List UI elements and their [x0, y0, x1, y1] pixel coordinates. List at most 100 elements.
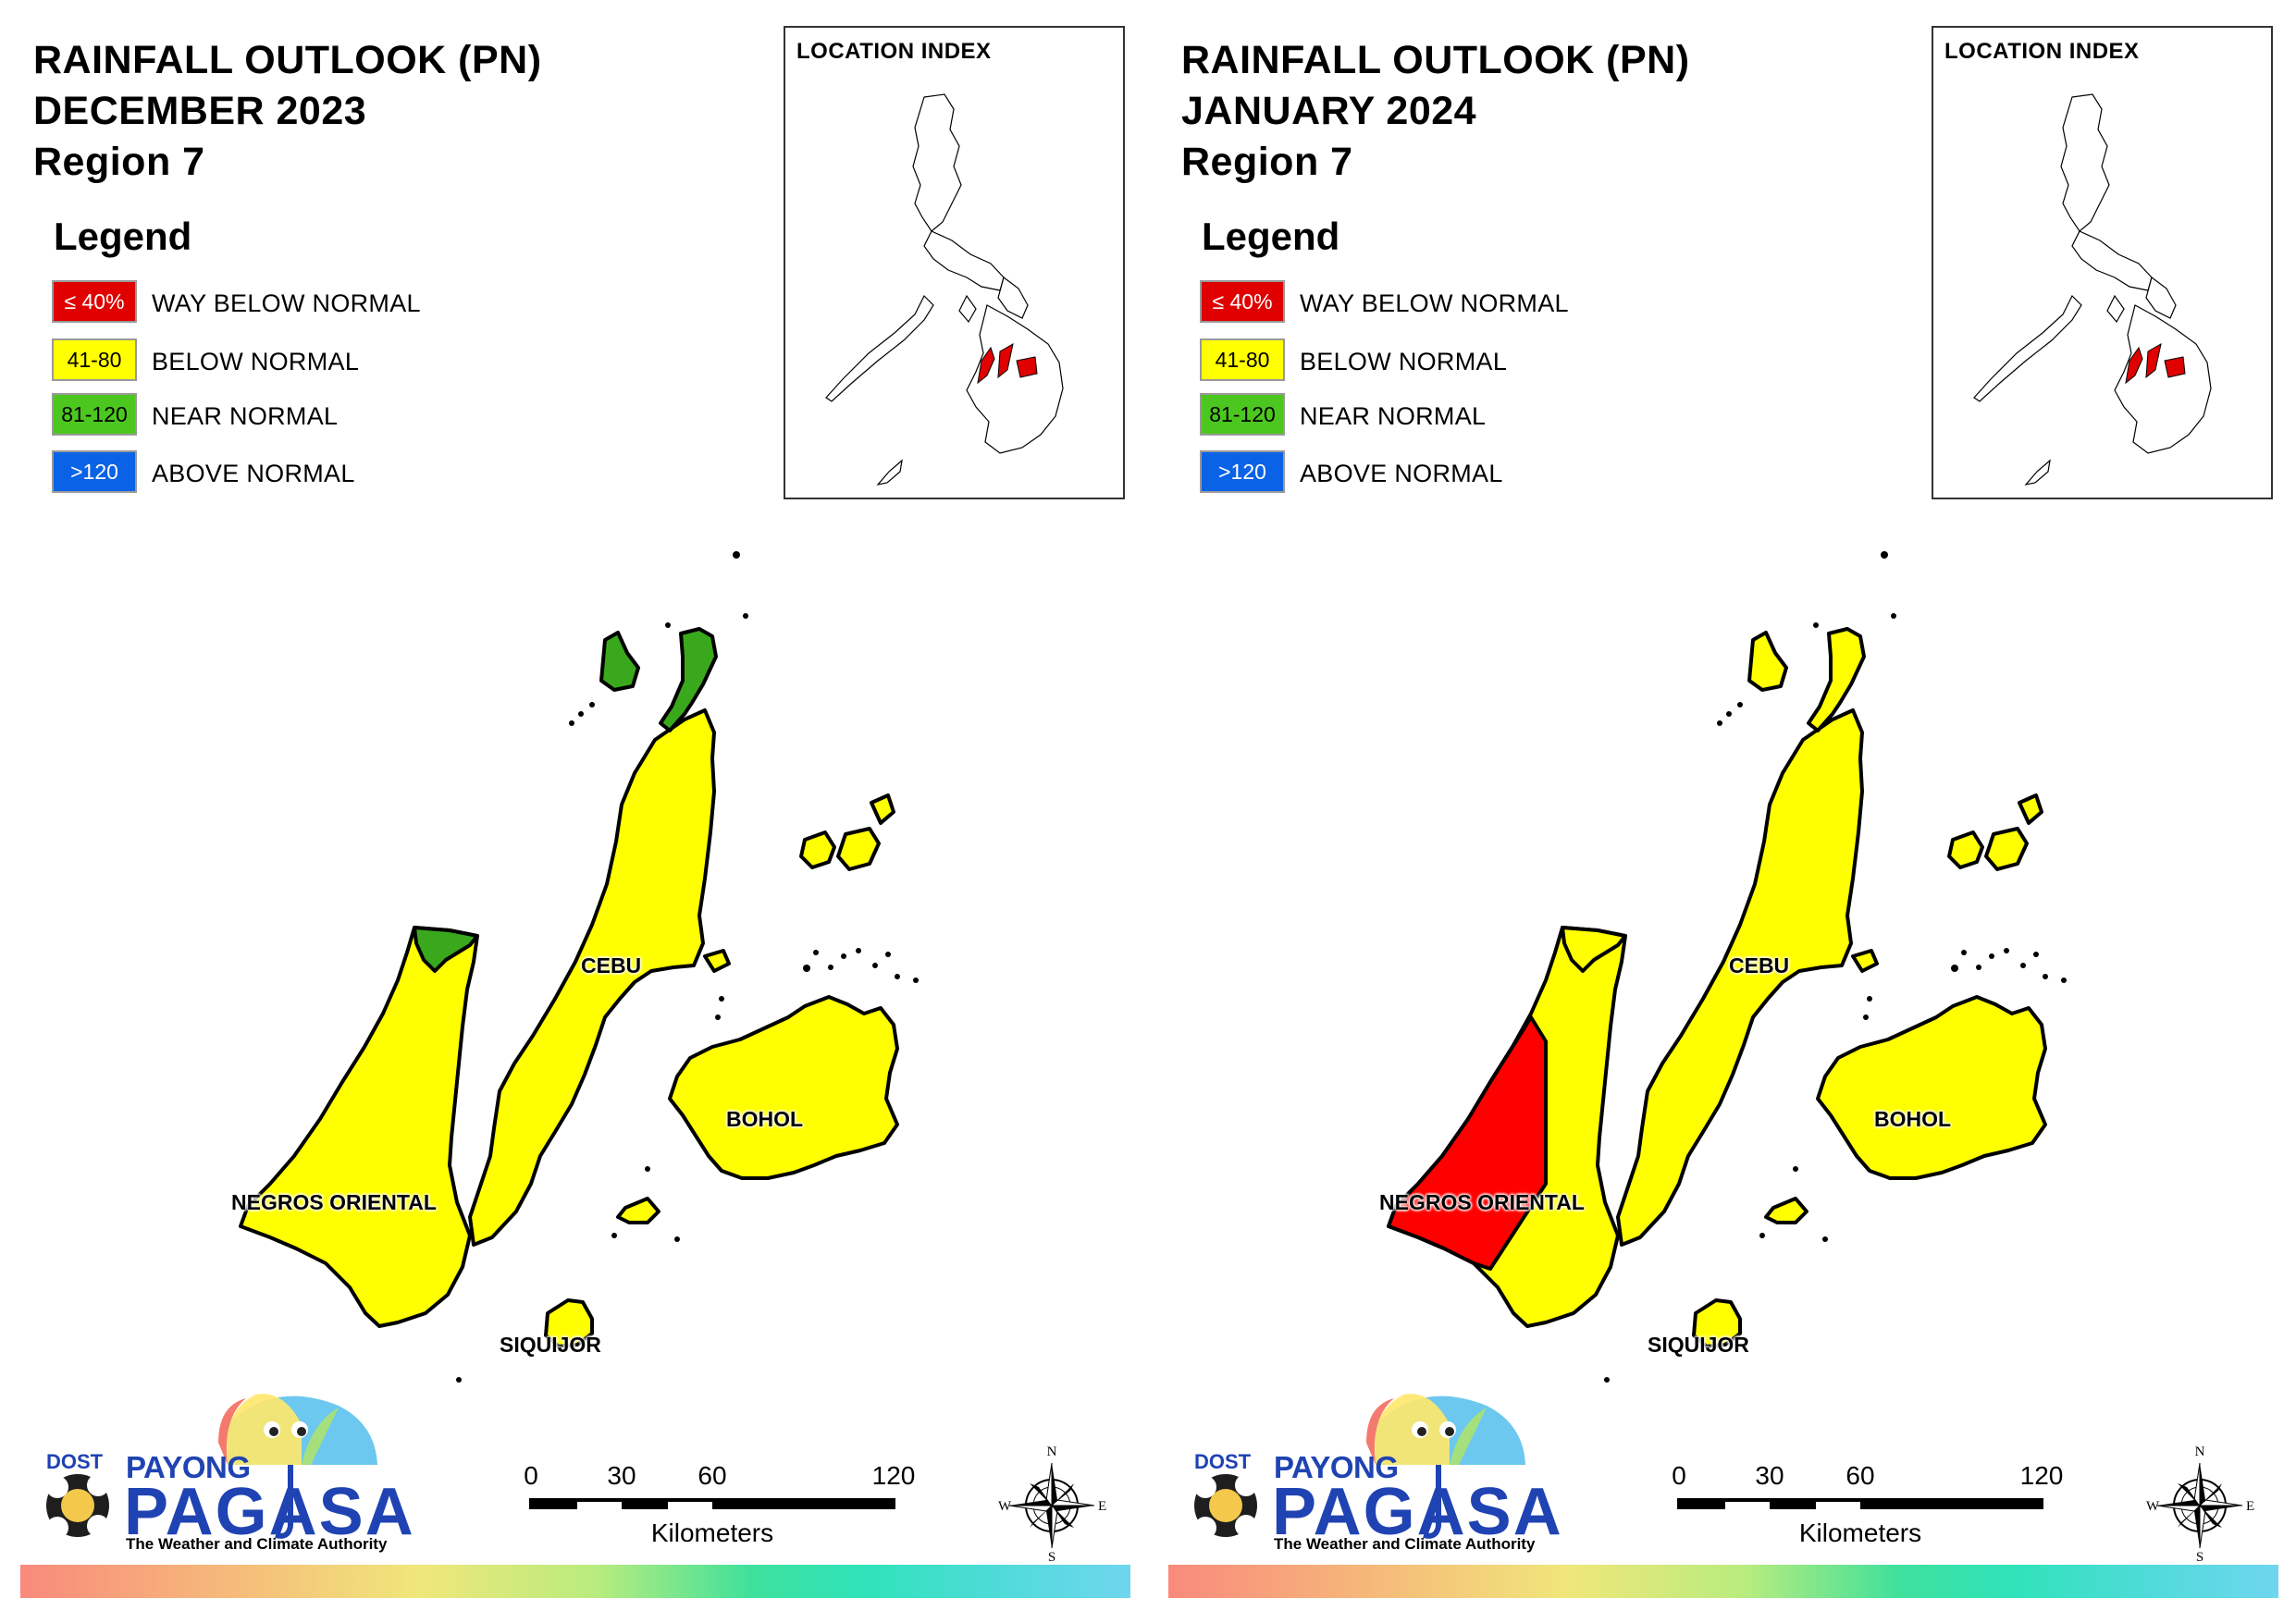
- negros-oriental-north-tip: [1561, 926, 1627, 973]
- dost-text: DOST: [46, 1450, 104, 1473]
- legend-label: NEAR NORMAL: [1300, 402, 1487, 430]
- cebu-north-tip: [1807, 627, 1866, 732]
- pagasa-logo: DOST PAYONG PAGASA The Weather and Clima…: [1181, 1387, 1562, 1572]
- map-title: RAINFALL OUTLOOK (PN) DECEMBER 2023 Regi…: [33, 35, 542, 188]
- title-month: DECEMBER 2023: [33, 89, 367, 133]
- bohol-north-islet: [1851, 949, 1879, 973]
- outlook-panel-december: RAINFALL OUTLOOK (PN) DECEMBER 2023 Regi…: [0, 0, 1147, 1623]
- cebu-region: [468, 708, 716, 1247]
- region-7-map: [1387, 551, 2067, 1383]
- bohol-west-islet: [1764, 1197, 1808, 1224]
- siquijor-region: [1692, 1298, 1742, 1348]
- location-index-map: LOCATION INDEX: [1932, 26, 2273, 499]
- legend-swatch: >120: [52, 450, 137, 493]
- label-bohol: BOHOL: [726, 1107, 804, 1131]
- bohol-region: [668, 995, 899, 1180]
- bohol-north-islet: [703, 949, 731, 973]
- legend-swatch: 81-120: [1200, 393, 1285, 436]
- siquijor-region: [544, 1298, 594, 1348]
- legend-swatch: ≤ 40%: [52, 280, 137, 323]
- payong-text: PAYONG: [1274, 1450, 1399, 1484]
- scale-tick: 120: [2019, 1461, 2064, 1490]
- label-cebu: CEBU: [1729, 953, 1790, 977]
- negros-oriental-southwest: [1387, 1015, 1548, 1271]
- outlook-panel-january: RAINFALL OUTLOOK (PN) JANUARY 2024 Regio…: [1148, 0, 2295, 1623]
- dost-text: DOST: [1194, 1450, 1252, 1473]
- title-region: Region 7: [1181, 140, 1353, 184]
- philippines-outline: [825, 93, 1064, 486]
- umbrella-icon: [46, 1394, 377, 1539]
- compass-rose-icon: N S W E: [2142, 1443, 2258, 1565]
- legend-title: Legend: [1202, 215, 1340, 258]
- scale-segment: [577, 1502, 622, 1509]
- label-negros-oriental: NEGROS ORIENTAL: [231, 1190, 437, 1214]
- bantayan-island: [1747, 631, 1788, 692]
- footer-gradient-bar: [20, 1565, 1130, 1598]
- scale-segment: [668, 1502, 712, 1509]
- bantayan-island: [599, 631, 640, 692]
- pagasa-text: PAGASA: [1272, 1475, 1563, 1549]
- legend-label: WAY BELOW NORMAL: [1300, 289, 1569, 317]
- legend-label: ABOVE NORMAL: [152, 460, 355, 487]
- legend-swatch: 41-80: [52, 338, 137, 381]
- philippines-outline: [1973, 93, 2212, 486]
- title-line-1: RAINFALL OUTLOOK (PN): [1181, 38, 1690, 82]
- scale-unit: Kilometers: [650, 1518, 774, 1547]
- label-siquijor: SIQUIJOR: [1648, 1333, 1749, 1357]
- location-index-title: LOCATION INDEX: [1944, 39, 2140, 64]
- label-bohol: BOHOL: [1874, 1107, 1952, 1131]
- label-siquijor: SIQUIJOR: [500, 1333, 601, 1357]
- compass-w: W: [998, 1499, 1012, 1514]
- region-7-map: [239, 551, 919, 1383]
- scale-bar: 0 30 60 120 Kilometers: [1672, 1461, 2066, 1547]
- negros-oriental-north-tip: [413, 926, 479, 973]
- scale-bar-graphic: [529, 1498, 895, 1509]
- scale-bar: 0 30 60 120 Kilometers: [524, 1461, 918, 1547]
- scale-unit: Kilometers: [1798, 1518, 1922, 1547]
- camotes-islands: [1947, 793, 2043, 871]
- title-line-1: RAINFALL OUTLOOK (PN): [33, 38, 542, 82]
- compass-w: W: [2146, 1499, 2160, 1514]
- compass-rose-icon: N S W E: [994, 1443, 1110, 1565]
- pagasa-text: PAGASA: [124, 1475, 415, 1549]
- title-month: JANUARY 2024: [1181, 89, 1477, 133]
- compass-n: N: [1047, 1445, 1057, 1459]
- location-index-title: LOCATION INDEX: [796, 39, 992, 64]
- scale-tick: 0: [524, 1461, 538, 1490]
- camotes-islands: [799, 793, 895, 871]
- legend-swatch: >120: [1200, 450, 1285, 493]
- cebu-north-tip: [659, 627, 718, 732]
- legend-label: BELOW NORMAL: [152, 348, 360, 375]
- bohol-west-islet: [616, 1197, 660, 1224]
- legend-swatch: 81-120: [52, 393, 137, 436]
- legend-label: ABOVE NORMAL: [1300, 460, 1503, 487]
- label-negros-oriental: NEGROS ORIENTAL: [1379, 1190, 1585, 1214]
- scale-tick: 30: [607, 1461, 636, 1490]
- map-title: RAINFALL OUTLOOK (PN) JANUARY 2024 Regio…: [1181, 35, 1690, 188]
- legend-swatch: 41-80: [1200, 338, 1285, 381]
- scale-tick: 0: [1672, 1461, 1686, 1490]
- cebu-region: [1616, 708, 1864, 1247]
- label-cebu: CEBU: [581, 953, 642, 977]
- legend-label: BELOW NORMAL: [1300, 348, 1508, 375]
- compass-s: S: [2196, 1550, 2203, 1563]
- compass-n: N: [2195, 1445, 2205, 1459]
- scale-tick: 120: [871, 1461, 916, 1490]
- legend-label: NEAR NORMAL: [152, 402, 339, 430]
- scale-tick: 30: [1755, 1461, 1784, 1490]
- pagasa-tagline: The Weather and Climate Authority: [126, 1535, 388, 1553]
- scale-tick: 60: [1845, 1461, 1875, 1490]
- legend-title: Legend: [54, 215, 192, 258]
- scale-segment: [1816, 1502, 1860, 1509]
- pagasa-tagline: The Weather and Climate Authority: [1274, 1535, 1536, 1553]
- compass-e: E: [2246, 1499, 2254, 1514]
- legend-swatch: ≤ 40%: [1200, 280, 1285, 323]
- title-region: Region 7: [33, 140, 205, 184]
- bohol-region: [1816, 995, 2047, 1180]
- scale-tick: 60: [697, 1461, 727, 1490]
- footer-gradient-bar: [1168, 1565, 2278, 1598]
- legend-label: WAY BELOW NORMAL: [152, 289, 421, 317]
- umbrella-icon: [1194, 1394, 1525, 1539]
- scale-segment: [1725, 1502, 1770, 1509]
- pagasa-logo: DOST PAYONG PAGASA The Weather and Clima…: [33, 1387, 414, 1572]
